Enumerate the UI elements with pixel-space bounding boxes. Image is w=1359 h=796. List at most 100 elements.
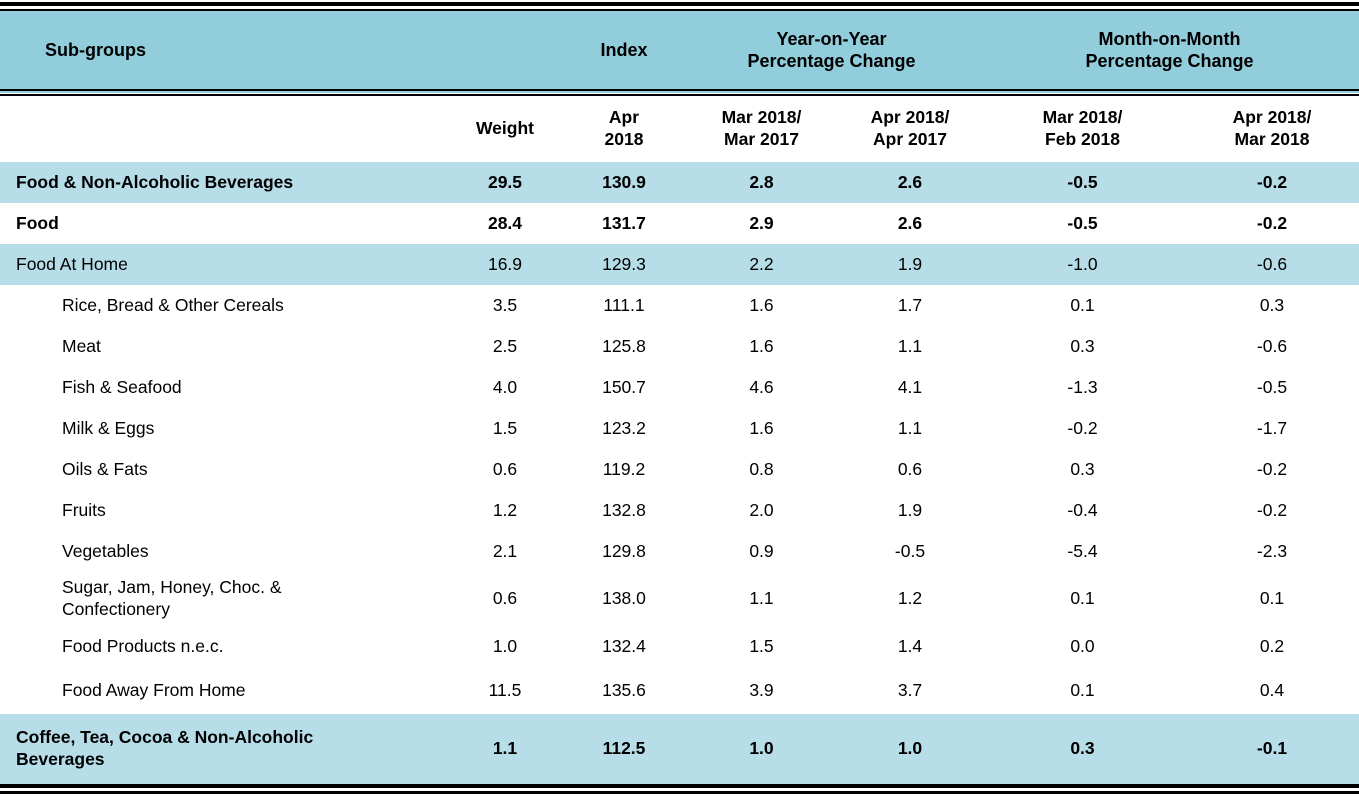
- cell-mom-2: -0.1: [1185, 714, 1359, 784]
- cell-name: Food Products n.e.c.: [0, 626, 445, 667]
- cell-index: 138.0: [565, 572, 683, 626]
- cell-index: 132.8: [565, 490, 683, 531]
- cell-mom-1: -0.5: [980, 162, 1185, 203]
- cell-mom-2: 0.4: [1185, 667, 1359, 714]
- table-row-rice-bread-other-cereals: Rice, Bread & Other Cereals 3.5 111.1 1.…: [0, 285, 1359, 326]
- cell-weight: 0.6: [445, 572, 565, 626]
- cell-mom-2: -2.3: [1185, 531, 1359, 572]
- cell-mom-1: -1.0: [980, 244, 1185, 285]
- cell-yoy-2: 1.1: [840, 408, 980, 449]
- table-row-food: Food 28.4 131.7 2.9 2.6 -0.5 -0.2: [0, 203, 1359, 244]
- cell-yoy-1: 3.9: [683, 667, 840, 714]
- table-row-food-at-home: Food At Home 16.9 129.3 2.2 1.9 -1.0 -0.…: [0, 244, 1359, 285]
- cell-weight: 1.5: [445, 408, 565, 449]
- group-header-row: Sub-groups Index Year-on-Year Percentage…: [0, 11, 1359, 96]
- cell-index: 130.9: [565, 162, 683, 203]
- cell-yoy-1: 2.2: [683, 244, 840, 285]
- cell-mom-1: 0.1: [980, 285, 1185, 326]
- cell-yoy-2: 1.0: [840, 714, 980, 784]
- cell-name: Meat: [0, 326, 445, 367]
- column-header-mom-1: Mar 2018/ Feb 2018: [980, 92, 1185, 162]
- table-header: Sub-groups Index Year-on-Year Percentage…: [0, 11, 1359, 162]
- cell-yoy-2: 4.1: [840, 367, 980, 408]
- top-double-rule: [0, 2, 1359, 11]
- cell-index: 132.4: [565, 626, 683, 667]
- cell-name: Milk & Eggs: [0, 408, 445, 449]
- cell-mom-2: 0.1: [1185, 572, 1359, 626]
- cell-yoy-1: 2.9: [683, 203, 840, 244]
- column-header-yoy-1: Mar 2018/ Mar 2017: [683, 92, 840, 162]
- cell-mom-1: -0.4: [980, 490, 1185, 531]
- cell-name: Food At Home: [0, 244, 445, 285]
- cell-mom-1: 0.1: [980, 667, 1185, 714]
- cell-yoy-2: 1.2: [840, 572, 980, 626]
- column-header-subgroups: Sub-groups: [0, 11, 445, 96]
- cell-index: 119.2: [565, 449, 683, 490]
- cell-yoy-2: -0.5: [840, 531, 980, 572]
- cell-weight: 28.4: [445, 203, 565, 244]
- cell-weight: 3.5: [445, 285, 565, 326]
- cell-mom-2: -0.2: [1185, 449, 1359, 490]
- table-row-sugar-jam-honey-choc-confectionery: Sugar, Jam, Honey, Choc. & Confectionery…: [0, 572, 1359, 626]
- cell-mom-2: -0.2: [1185, 203, 1359, 244]
- cell-index: 131.7: [565, 203, 683, 244]
- cell-yoy-2: 1.7: [840, 285, 980, 326]
- cell-yoy-1: 1.0: [683, 714, 840, 784]
- cell-name: Fish & Seafood: [0, 367, 445, 408]
- cell-weight: 1.0: [445, 626, 565, 667]
- cell-weight: 1.1: [445, 714, 565, 784]
- cell-mom-1: 0.0: [980, 626, 1185, 667]
- cell-index: 112.5: [565, 714, 683, 784]
- cell-mom-1: -5.4: [980, 531, 1185, 572]
- column-header-index-group: Index: [565, 11, 683, 96]
- table-body: Food & Non-Alcoholic Beverages 29.5 130.…: [0, 162, 1359, 784]
- column-header-yoy-2: Apr 2018/ Apr 2017: [840, 92, 980, 162]
- cell-weight: 0.6: [445, 449, 565, 490]
- empty-header-cell: [0, 92, 445, 162]
- cell-weight: 2.1: [445, 531, 565, 572]
- table-row-fish-seafood: Fish & Seafood 4.0 150.7 4.6 4.1 -1.3 -0…: [0, 367, 1359, 408]
- cell-yoy-2: 1.4: [840, 626, 980, 667]
- cell-name: Rice, Bread & Other Cereals: [0, 285, 445, 326]
- cell-index: 123.2: [565, 408, 683, 449]
- cell-weight: 29.5: [445, 162, 565, 203]
- sub-header-row: Weight Apr 2018 Mar 2018/ Mar 2017 Apr 2…: [0, 92, 1359, 162]
- cell-weight: 1.2: [445, 490, 565, 531]
- cell-yoy-1: 0.9: [683, 531, 840, 572]
- cell-mom-1: 0.1: [980, 572, 1185, 626]
- cell-weight: 4.0: [445, 367, 565, 408]
- cell-index: 129.8: [565, 531, 683, 572]
- column-header-mom-group: Month-on-Month Percentage Change: [980, 11, 1359, 96]
- cell-yoy-2: 1.9: [840, 244, 980, 285]
- cell-name: Coffee, Tea, Cocoa & Non-Alcoholic Bever…: [0, 714, 445, 784]
- table-row-food-and-non-alcoholic-beverages: Food & Non-Alcoholic Beverages 29.5 130.…: [0, 162, 1359, 203]
- cell-name: Food: [0, 203, 445, 244]
- cell-mom-2: -0.5: [1185, 367, 1359, 408]
- cell-name: Food Away From Home: [0, 667, 445, 714]
- cell-yoy-1: 4.6: [683, 367, 840, 408]
- cell-yoy-1: 1.5: [683, 626, 840, 667]
- cell-mom-1: 0.3: [980, 714, 1185, 784]
- cell-yoy-1: 2.8: [683, 162, 840, 203]
- cell-index: 111.1: [565, 285, 683, 326]
- cell-name: Vegetables: [0, 531, 445, 572]
- cell-mom-1: -0.2: [980, 408, 1185, 449]
- empty-header-cell: [445, 11, 565, 96]
- cell-yoy-2: 2.6: [840, 203, 980, 244]
- cell-index: 135.6: [565, 667, 683, 714]
- cell-weight: 11.5: [445, 667, 565, 714]
- cell-name: Food & Non-Alcoholic Beverages: [0, 162, 445, 203]
- cell-name: Fruits: [0, 490, 445, 531]
- cell-yoy-1: 0.8: [683, 449, 840, 490]
- cell-name: Sugar, Jam, Honey, Choc. & Confectionery: [0, 572, 445, 626]
- cell-index: 150.7: [565, 367, 683, 408]
- cell-yoy-2: 2.6: [840, 162, 980, 203]
- table-row-vegetables: Vegetables 2.1 129.8 0.9 -0.5 -5.4 -2.3: [0, 531, 1359, 572]
- cell-index: 125.8: [565, 326, 683, 367]
- cell-name: Oils & Fats: [0, 449, 445, 490]
- cell-mom-2: -0.6: [1185, 244, 1359, 285]
- table-row-food-products-nec: Food Products n.e.c. 1.0 132.4 1.5 1.4 0…: [0, 626, 1359, 667]
- cell-mom-1: -0.5: [980, 203, 1185, 244]
- cell-mom-2: -1.7: [1185, 408, 1359, 449]
